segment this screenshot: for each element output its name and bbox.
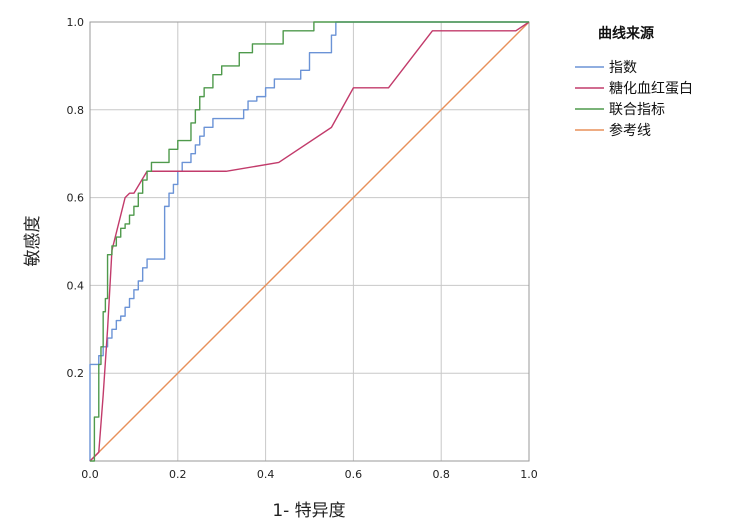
tick-labels: 0.0 0.2 0.4 0.6 0.8 1.0 0.2 0.4 0.6 0.8 1.0 [67, 16, 538, 481]
y-tick-label: 0.6 [67, 192, 85, 205]
plot-frame [89, 21, 530, 462]
series-layer [89, 21, 530, 462]
y-tick-label: 0.8 [67, 104, 85, 117]
legend-title: 曲线来源 [598, 25, 654, 42]
x-tick-label: 1.0 [520, 468, 538, 481]
legend-label-1: 糖化血红蛋白 [609, 81, 693, 97]
x-tick-label: 0.8 [432, 468, 450, 481]
legend-label-2: 联合指标 [609, 102, 665, 118]
x-tick-label: 0.4 [257, 468, 275, 481]
x-tick-label: 0.2 [169, 468, 187, 481]
y-tick-label: 0.4 [67, 279, 85, 292]
series-line-2 [90, 21, 529, 462]
y-axis-title: 敏感度 [23, 216, 43, 267]
series-line-3 [89, 21, 530, 462]
y-tick-label: 1.0 [67, 16, 85, 29]
x-tick-label: 0.6 [345, 468, 363, 481]
x-axis-title: 1- 特异度 [272, 501, 345, 521]
series-line-0 [89, 21, 529, 461]
y-tick-label: 0.2 [67, 367, 85, 380]
x-tick-label: 0.0 [81, 468, 99, 481]
legend-label-0: 指数 [609, 60, 637, 76]
series-line-1 [89, 21, 530, 462]
legend-label-3: 参考线 [609, 122, 651, 139]
